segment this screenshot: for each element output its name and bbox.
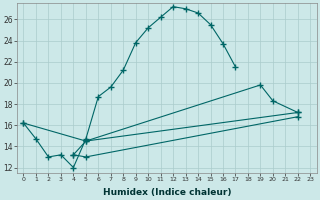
X-axis label: Humidex (Indice chaleur): Humidex (Indice chaleur) xyxy=(103,188,231,197)
